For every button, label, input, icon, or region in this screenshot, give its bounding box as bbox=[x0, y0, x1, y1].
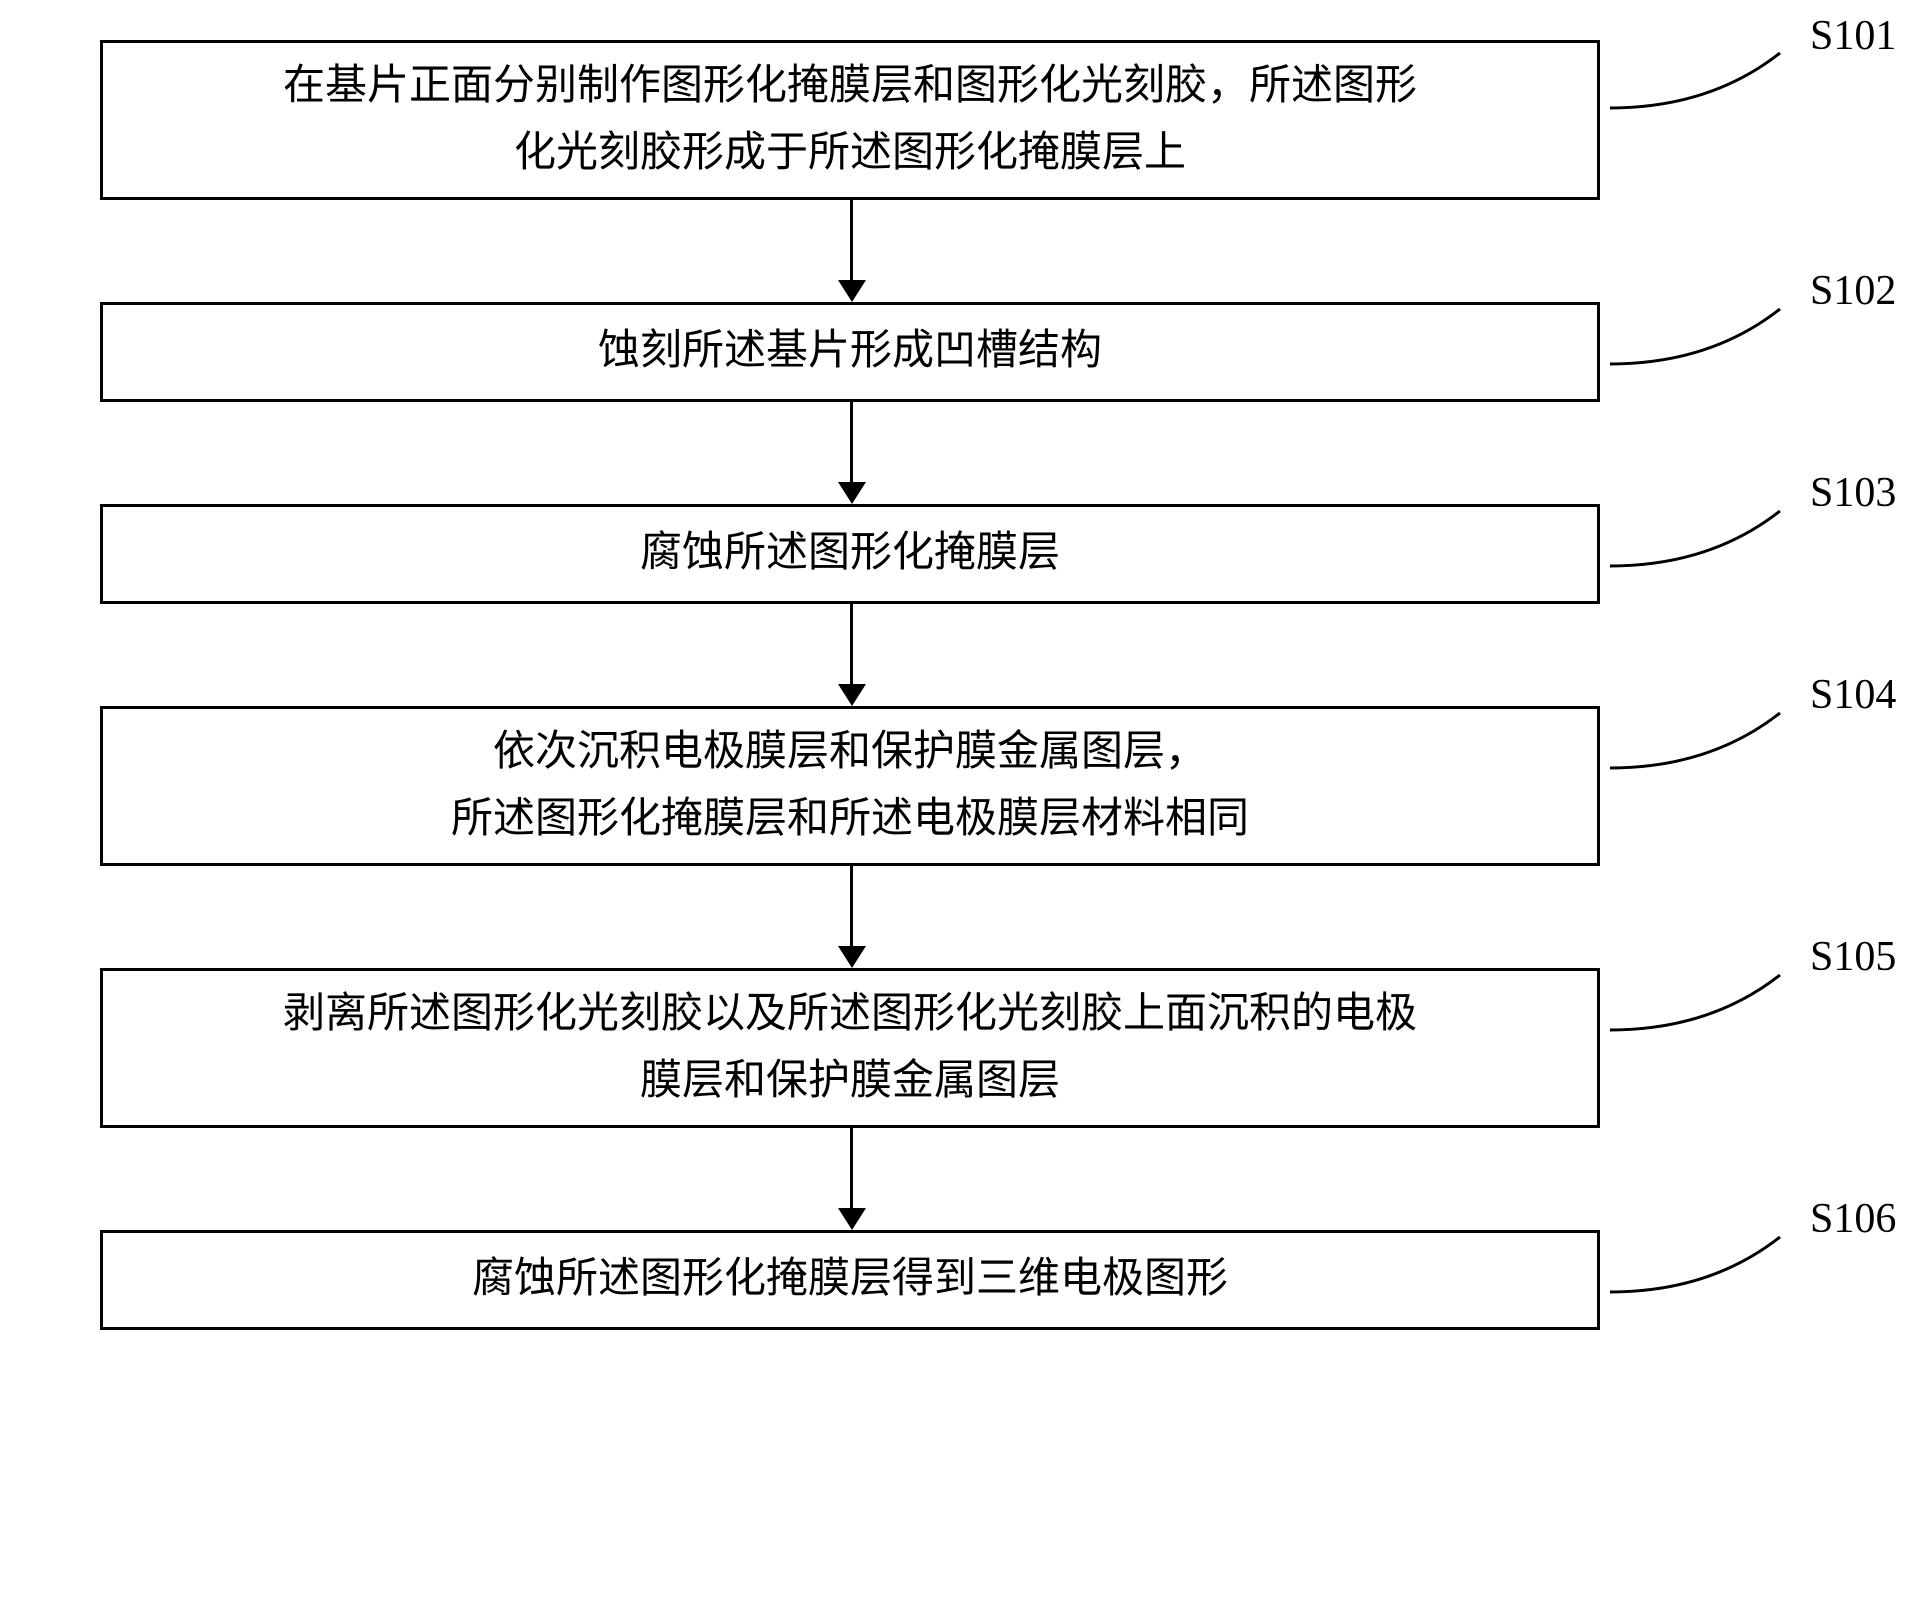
step-label: S104 bbox=[1810, 671, 1896, 719]
label-arc-icon bbox=[1610, 506, 1820, 576]
arrow-down-icon bbox=[838, 1208, 866, 1230]
flowchart-container: 在基片正面分别制作图形化掩膜层和图形化光刻胶，所述图形化光刻胶形成于所述图形化掩… bbox=[100, 40, 1820, 1330]
label-arc-icon bbox=[1610, 970, 1820, 1040]
step-s104: 依次沉积电极膜层和保护膜金属图层，所述图形化掩膜层和所述电极膜层材料相同S104 bbox=[100, 706, 1820, 866]
step-text-line1: 蚀刻所述基片形成凹槽结构 bbox=[598, 318, 1102, 385]
connector-line bbox=[850, 604, 853, 686]
arrow-down-icon bbox=[838, 482, 866, 504]
step-box: 腐蚀所述图形化掩膜层得到三维电极图形 bbox=[100, 1230, 1600, 1330]
step-s101: 在基片正面分别制作图形化掩膜层和图形化光刻胶，所述图形化光刻胶形成于所述图形化掩… bbox=[100, 40, 1820, 200]
arrow-down-icon bbox=[838, 946, 866, 968]
label-arc-icon bbox=[1610, 48, 1820, 118]
step-text-line1: 腐蚀所述图形化掩膜层 bbox=[640, 520, 1060, 587]
arrow-down-icon bbox=[838, 684, 866, 706]
label-arc-icon bbox=[1610, 1232, 1820, 1302]
connector-line bbox=[850, 402, 853, 484]
step-box: 剥离所述图形化光刻胶以及所述图形化光刻胶上面沉积的电极膜层和保护膜金属图层 bbox=[100, 968, 1600, 1128]
step-text-line1: 剥离所述图形化光刻胶以及所述图形化光刻胶上面沉积的电极 bbox=[283, 981, 1417, 1048]
connector-line bbox=[850, 200, 853, 282]
step-label: S101 bbox=[1810, 12, 1896, 60]
step-text-line1: 腐蚀所述图形化掩膜层得到三维电极图形 bbox=[472, 1246, 1228, 1313]
step-box: 蚀刻所述基片形成凹槽结构 bbox=[100, 302, 1600, 402]
connector-line bbox=[850, 1128, 853, 1210]
step-s106: 腐蚀所述图形化掩膜层得到三维电极图形S106 bbox=[100, 1230, 1820, 1330]
connector-line bbox=[850, 866, 853, 948]
step-s105: 剥离所述图形化光刻胶以及所述图形化光刻胶上面沉积的电极膜层和保护膜金属图层S10… bbox=[100, 968, 1820, 1128]
step-box: 依次沉积电极膜层和保护膜金属图层，所述图形化掩膜层和所述电极膜层材料相同 bbox=[100, 706, 1600, 866]
step-label: S103 bbox=[1810, 469, 1896, 517]
step-text-line1: 依次沉积电极膜层和保护膜金属图层， bbox=[451, 719, 1249, 786]
step-box: 腐蚀所述图形化掩膜层 bbox=[100, 504, 1600, 604]
step-text-line2: 膜层和保护膜金属图层 bbox=[283, 1048, 1417, 1115]
label-arc-icon bbox=[1610, 708, 1820, 778]
step-label: S106 bbox=[1810, 1195, 1896, 1243]
step-text-line2: 所述图形化掩膜层和所述电极膜层材料相同 bbox=[451, 786, 1249, 853]
step-s103: 腐蚀所述图形化掩膜层S103 bbox=[100, 504, 1820, 604]
step-box: 在基片正面分别制作图形化掩膜层和图形化光刻胶，所述图形化光刻胶形成于所述图形化掩… bbox=[100, 40, 1600, 200]
step-text-line1: 在基片正面分别制作图形化掩膜层和图形化光刻胶，所述图形 bbox=[283, 53, 1417, 120]
step-text-line2: 化光刻胶形成于所述图形化掩膜层上 bbox=[283, 120, 1417, 187]
step-label: S102 bbox=[1810, 267, 1896, 315]
step-label: S105 bbox=[1810, 933, 1896, 981]
step-s102: 蚀刻所述基片形成凹槽结构S102 bbox=[100, 302, 1820, 402]
arrow-down-icon bbox=[838, 280, 866, 302]
label-arc-icon bbox=[1610, 304, 1820, 374]
